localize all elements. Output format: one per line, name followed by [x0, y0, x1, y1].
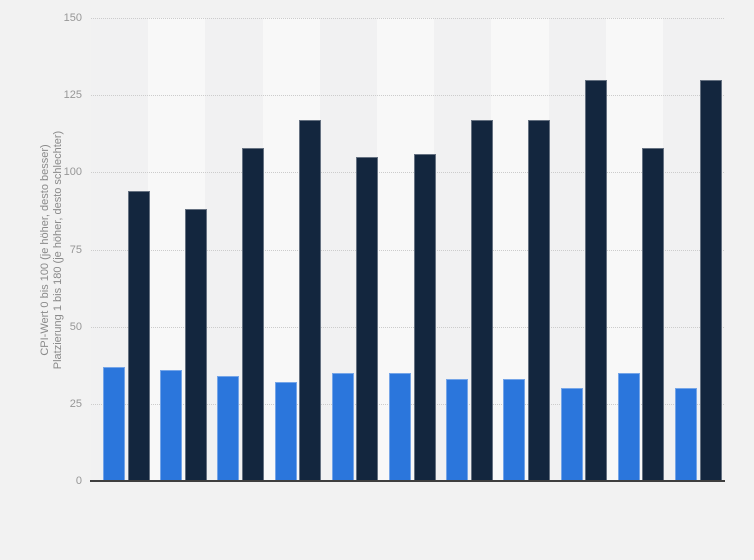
bar-cpi-wert[interactable]: [560, 388, 583, 481]
bar-platzierung[interactable]: [413, 153, 436, 481]
y-tick-label: 25: [69, 397, 82, 410]
bar-cpi-wert[interactable]: [389, 372, 411, 481]
bar-platzierung[interactable]: [241, 147, 264, 481]
bar-cpi-wert[interactable]: [675, 388, 697, 481]
bar-platzierung[interactable]: [642, 147, 665, 481]
bar-platzierung[interactable]: [356, 156, 379, 481]
y-tick-label: 100: [63, 166, 82, 179]
bar-cpi-wert[interactable]: [331, 372, 354, 481]
bar-platzierung[interactable]: [299, 119, 322, 481]
bar-cpi-wert[interactable]: [503, 379, 526, 481]
y-tick-label: 0: [75, 475, 82, 487]
bar-cpi-wert[interactable]: [274, 382, 297, 481]
gridline: [91, 18, 724, 19]
bar-platzierung[interactable]: [527, 119, 550, 481]
gridline: [91, 326, 724, 328]
y-tick-label: 75: [69, 243, 82, 256]
bar-cpi-wert[interactable]: [103, 366, 125, 481]
bar-cpi-wert[interactable]: [617, 372, 640, 481]
bar-cpi-wert[interactable]: [217, 376, 240, 481]
y-tick-label: 150: [63, 12, 82, 24]
bar-cpi-wert[interactable]: [160, 369, 183, 481]
bar-platzierung[interactable]: [699, 79, 722, 481]
y-tick-label: 50: [69, 320, 82, 333]
y-tick-label: 125: [63, 89, 82, 102]
bar-cpi-wert[interactable]: [446, 379, 469, 481]
plot-area: [90, 18, 725, 482]
bar-platzierung[interactable]: [127, 190, 150, 481]
gridline: [91, 95, 724, 97]
x-axis-line: [90, 480, 725, 482]
bar-platzierung[interactable]: [470, 119, 493, 481]
gridline: [91, 172, 724, 174]
bar-platzierung[interactable]: [585, 79, 608, 481]
gridline: [91, 249, 724, 251]
bar-platzierung[interactable]: [184, 209, 207, 481]
